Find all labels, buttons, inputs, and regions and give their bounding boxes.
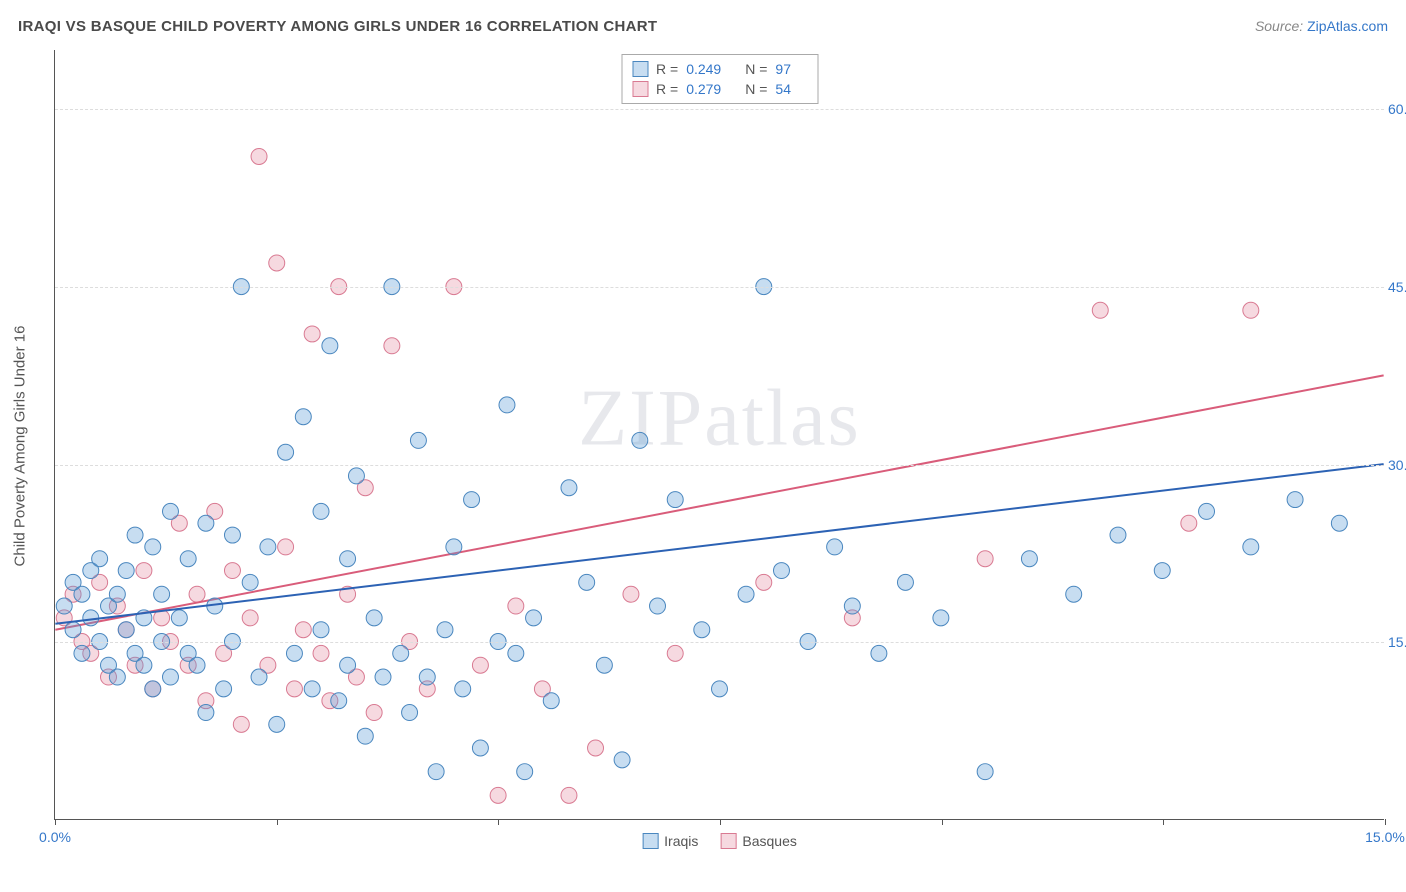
- swatch-iraqis: [642, 833, 658, 849]
- y-axis-label: Child Poverty Among Girls Under 16: [12, 326, 29, 567]
- source-attribution: Source: ZipAtlas.com: [1255, 18, 1388, 35]
- source-link[interactable]: ZipAtlas.com: [1307, 18, 1388, 34]
- chart-title: IRAQI VS BASQUE CHILD POVERTY AMONG GIRL…: [18, 18, 657, 35]
- plot-area: ZIPatlas R = 0.249 N = 97 R = 0.279 N = …: [54, 50, 1384, 820]
- n-label: N =: [745, 61, 767, 77]
- n-value-iraqis: 97: [775, 61, 791, 77]
- swatch-basques: [632, 81, 648, 97]
- legend-item-basques: Basques: [720, 833, 796, 849]
- stats-row-iraqis: R = 0.249 N = 97: [632, 59, 807, 79]
- legend-item-iraqis: Iraqis: [642, 833, 698, 849]
- legend-label-iraqis: Iraqis: [664, 833, 698, 849]
- scatter-svg: [55, 50, 1384, 819]
- y-tick-label: 60.0%: [1388, 101, 1406, 117]
- r-label: R =: [656, 81, 678, 97]
- r-label: R =: [656, 61, 678, 77]
- r-value-basques: 0.279: [686, 81, 721, 97]
- stats-row-basques: R = 0.279 N = 54: [632, 79, 807, 99]
- series-legend: Iraqis Basques: [642, 833, 797, 849]
- n-value-basques: 54: [775, 81, 791, 97]
- y-tick-label: 15.0%: [1388, 634, 1406, 650]
- swatch-basques: [720, 833, 736, 849]
- stats-legend: R = 0.249 N = 97 R = 0.279 N = 54: [621, 54, 818, 104]
- y-tick-label: 30.0%: [1388, 457, 1406, 473]
- y-tick-label: 45.0%: [1388, 279, 1406, 295]
- swatch-iraqis: [632, 61, 648, 77]
- x-tick-label: 15.0%: [1365, 829, 1405, 845]
- x-tick-label: 0.0%: [39, 829, 71, 845]
- chart-container: IRAQI VS BASQUE CHILD POVERTY AMONG GIRL…: [0, 0, 1406, 892]
- source-prefix: Source:: [1255, 18, 1307, 34]
- r-value-iraqis: 0.249: [686, 61, 721, 77]
- title-bar: IRAQI VS BASQUE CHILD POVERTY AMONG GIRL…: [18, 18, 1388, 35]
- n-label: N =: [745, 81, 767, 97]
- legend-label-basques: Basques: [742, 833, 796, 849]
